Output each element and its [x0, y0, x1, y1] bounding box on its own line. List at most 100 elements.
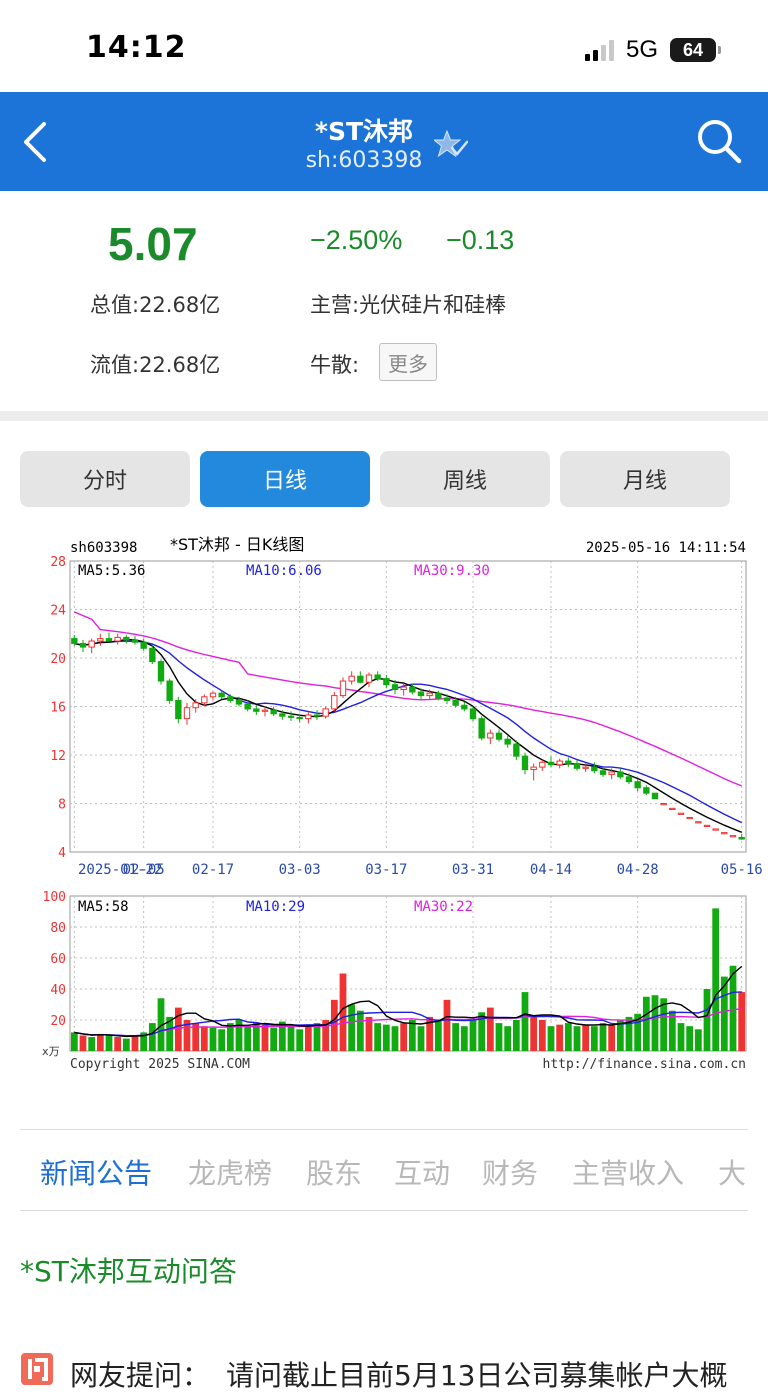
volume-bar	[686, 1026, 694, 1051]
tab-dragon-tiger[interactable]: 龙虎榜	[188, 1157, 273, 1190]
stock-code: sh:603398	[305, 148, 423, 173]
candle-body	[495, 732, 503, 740]
total-market-value: 总值:22.68亿	[90, 293, 221, 317]
tab-news[interactable]: 新闻公告	[40, 1157, 153, 1190]
volume-bar	[582, 1024, 590, 1051]
candle	[547, 756, 555, 768]
candle-body	[331, 695, 338, 710]
candle-body	[296, 716, 303, 720]
candle-body	[279, 713, 286, 717]
battery-icon: 64	[670, 38, 721, 62]
candle-body	[703, 824, 711, 828]
candle	[539, 759, 546, 771]
candle-body	[513, 743, 520, 757]
volume-bar	[530, 1016, 538, 1051]
volume-bar	[287, 1026, 295, 1051]
tab-daily[interactable]: 日线	[200, 451, 370, 507]
candle-body	[565, 760, 572, 764]
volume-bar	[105, 1035, 113, 1051]
ma10-label: MA10:6.06	[246, 563, 322, 579]
volume-tick-label: 20	[50, 1014, 66, 1029]
candle-body	[660, 803, 667, 806]
volume-panel	[69, 895, 747, 1052]
info-tabs: 新闻公告 龙虎榜 股东 互动 财务 主营收入 大	[20, 1129, 748, 1211]
candle	[253, 705, 260, 715]
tab-intraday[interactable]: 分时	[20, 451, 190, 507]
change-percent: −2.50%	[310, 225, 403, 255]
tab-more-truncated[interactable]: 大	[718, 1157, 747, 1190]
candle	[97, 633, 104, 646]
qa-section-title[interactable]: *ST沐邦互动问答	[20, 1255, 237, 1288]
candle-body	[608, 771, 615, 775]
tab-interaction[interactable]: 互动	[394, 1157, 451, 1190]
tab-shareholders[interactable]: 股东	[306, 1157, 363, 1190]
vol-ma30-label: MA30:22	[414, 899, 473, 915]
tab-finance[interactable]: 财务	[482, 1157, 539, 1190]
candle-body	[209, 692, 217, 698]
volume-bar	[322, 1020, 330, 1051]
candle	[513, 740, 520, 760]
volume-bar	[200, 1026, 208, 1051]
candle	[374, 671, 381, 682]
volume-bar	[365, 1016, 373, 1051]
candle	[504, 735, 511, 748]
candle-body	[539, 761, 546, 768]
search-icon[interactable]	[696, 118, 742, 164]
candle-body	[582, 766, 589, 769]
volume-ma5-line	[74, 965, 743, 1038]
qa-item[interactable]: 网友提问： 请问截止目前5月13日公司募集帐户大概	[20, 1350, 768, 1394]
period-tabs: 分时 日线 周线 月线	[20, 451, 730, 507]
candle-body	[677, 812, 685, 815]
candle	[209, 690, 217, 701]
network-label: 5G	[625, 36, 658, 63]
candle	[365, 672, 373, 688]
volume-bar	[122, 1038, 130, 1051]
candle-body	[313, 714, 321, 717]
candle-body	[729, 835, 737, 838]
candle-body	[322, 708, 329, 717]
volume-bar	[625, 1016, 633, 1051]
candle	[426, 689, 433, 700]
candle-body	[530, 766, 537, 771]
candle	[573, 759, 581, 771]
volume-bar	[486, 1007, 494, 1051]
volume-tick-label: 100	[43, 890, 66, 905]
back-arrow-icon[interactable]	[18, 116, 58, 168]
volume-bar	[564, 1023, 572, 1051]
volume-bar	[512, 1020, 520, 1051]
tab-main-revenue[interactable]: 主营收入	[572, 1157, 685, 1190]
candle	[677, 812, 685, 815]
candle	[721, 832, 728, 835]
more-button[interactable]: 更多	[379, 343, 437, 381]
candle	[348, 671, 355, 685]
candle	[261, 706, 269, 717]
date-tick-label: 03-03	[279, 862, 321, 878]
ma5-label: MA5:5.36	[78, 563, 145, 579]
price-tick-label: 28	[50, 555, 66, 570]
candle-body	[383, 678, 390, 686]
candle-body	[686, 816, 693, 820]
candle-body	[625, 776, 633, 783]
volume-tick-label: 60	[50, 952, 66, 967]
tab-monthly[interactable]: 月线	[560, 451, 730, 507]
price-tick-label: 20	[50, 652, 66, 667]
candle	[599, 767, 607, 777]
candle-body	[591, 766, 598, 772]
candle	[686, 816, 693, 820]
candle	[357, 671, 364, 684]
candle-body	[175, 699, 182, 720]
volume-bar	[729, 965, 737, 1051]
volume-bar	[382, 1024, 390, 1051]
volume-bar	[96, 1033, 104, 1051]
date-tick-label: 04-28	[617, 862, 659, 878]
candle-body	[71, 638, 78, 644]
candle	[296, 713, 303, 723]
candle	[287, 711, 295, 722]
candle	[487, 729, 494, 745]
volume-bar	[651, 995, 659, 1051]
favorite-star-icon[interactable]	[434, 130, 468, 160]
candle	[322, 706, 329, 719]
candle	[435, 690, 442, 701]
tab-weekly[interactable]: 周线	[380, 451, 550, 507]
candle	[643, 785, 650, 796]
